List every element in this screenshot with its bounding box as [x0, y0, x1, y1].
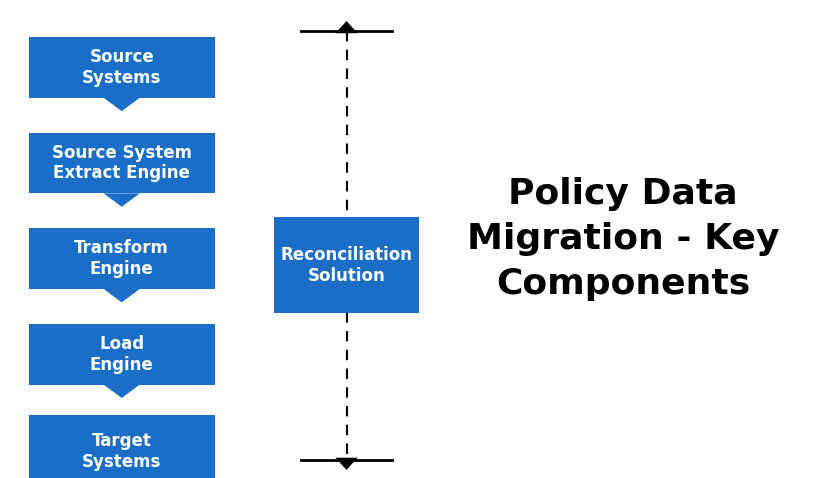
Polygon shape: [104, 194, 140, 207]
FancyBboxPatch shape: [29, 132, 214, 194]
Text: Transform
Engine: Transform Engine: [74, 239, 169, 278]
FancyBboxPatch shape: [29, 415, 214, 478]
Polygon shape: [104, 384, 140, 398]
Polygon shape: [335, 21, 358, 33]
Text: Load
Engine: Load Engine: [90, 335, 153, 374]
Text: Target
Systems: Target Systems: [82, 432, 162, 471]
FancyBboxPatch shape: [274, 217, 419, 313]
Text: Source
Systems: Source Systems: [82, 48, 162, 87]
FancyBboxPatch shape: [29, 228, 214, 289]
Text: Policy Data
Migration - Key
Components: Policy Data Migration - Key Components: [467, 177, 779, 301]
Text: Reconciliation
Solution: Reconciliation Solution: [280, 246, 412, 285]
Polygon shape: [335, 458, 358, 470]
FancyBboxPatch shape: [29, 37, 214, 98]
Polygon shape: [104, 98, 140, 111]
FancyBboxPatch shape: [29, 324, 214, 384]
Polygon shape: [104, 289, 140, 303]
Text: Source System
Extract Engine: Source System Extract Engine: [52, 143, 191, 183]
